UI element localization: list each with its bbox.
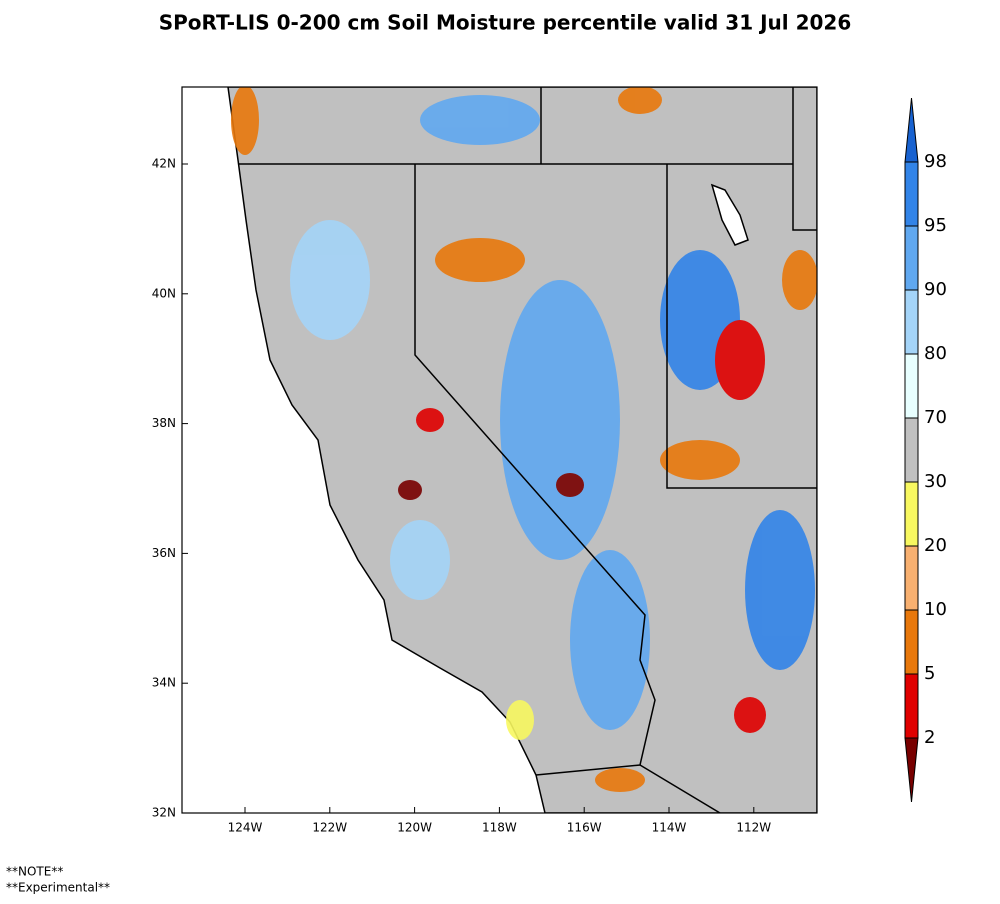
- colorbar-segment: [904, 353, 919, 419]
- lon-tick-label: 122W: [312, 821, 347, 835]
- colorbar-label: 80: [924, 343, 947, 364]
- lon-tick-label: 114W: [652, 821, 687, 835]
- colorbar-segment: [904, 609, 919, 675]
- map-area: [182, 87, 817, 813]
- colorbar-label: 20: [924, 535, 947, 556]
- colorbar-segment: [904, 161, 919, 227]
- note: **Experimental**: [6, 881, 110, 895]
- lake: [710, 183, 749, 246]
- lat-tick-label: 38N: [152, 416, 176, 430]
- colorbar-label: 98: [924, 151, 947, 172]
- colorbar-label: 90: [924, 279, 947, 300]
- colorbar-segment: [904, 289, 919, 355]
- colorbar-label: 10: [924, 599, 947, 620]
- lat-tick-label: 34N: [152, 676, 176, 690]
- lon-tick-label: 120W: [397, 821, 432, 835]
- colorbar-label: 2: [924, 727, 935, 748]
- lon-tick-label: 116W: [567, 821, 602, 835]
- colorbar-segment: [904, 225, 919, 291]
- lon-tick-label: 118W: [482, 821, 517, 835]
- lat-tick-label: 42N: [152, 157, 176, 171]
- lat-tick-label: 32N: [152, 806, 176, 820]
- colorbar-label: 95: [924, 215, 947, 236]
- colorbar-segment: [904, 481, 919, 547]
- colorbar-label: 70: [924, 407, 947, 428]
- colorbar-segment: [904, 673, 919, 739]
- colorbar-segment: [904, 97, 919, 163]
- colorbar-segment: [904, 417, 919, 483]
- map-title: SPoRT-LIS 0-200 cm Soil Moisture percent…: [159, 11, 852, 35]
- note: **NOTE**: [6, 865, 63, 879]
- state-borders: [238, 87, 817, 813]
- moisture-patterns: [231, 87, 817, 792]
- lat-tick-label: 40N: [152, 286, 176, 300]
- lon-tick-label: 112W: [736, 821, 771, 835]
- colorbar-label: 5: [924, 663, 935, 684]
- colorbar-label: 30: [924, 471, 947, 492]
- lon-tick-label: 124W: [228, 821, 263, 835]
- colorbar-segment: [904, 545, 919, 611]
- lat-tick-label: 36N: [152, 546, 176, 560]
- colorbar-segment: [904, 737, 919, 803]
